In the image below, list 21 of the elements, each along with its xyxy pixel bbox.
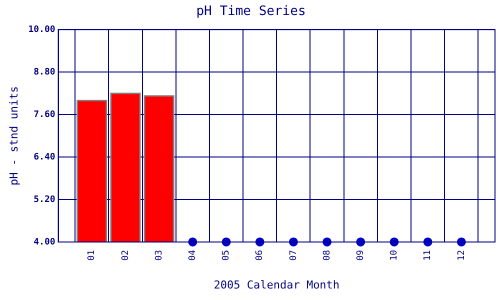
x-tick-label: 12 bbox=[456, 250, 467, 261]
x-tick-label: 08 bbox=[322, 250, 332, 261]
x-axis-title: 2005 Calendar Month bbox=[214, 278, 340, 292]
x-tick-label: 10 bbox=[390, 250, 400, 261]
chart-title: pH Time Series bbox=[196, 4, 306, 20]
y-tick-label: 10.00 bbox=[28, 24, 56, 35]
x-tick-label: 07 bbox=[288, 250, 299, 261]
x-tick-label: 05 bbox=[222, 250, 232, 261]
y-axis-title: pH - stnd units bbox=[7, 86, 20, 186]
y-tick-label: 7.60 bbox=[34, 110, 56, 120]
x-tick-label: 04 bbox=[188, 250, 198, 261]
x-tick-label: 06 bbox=[255, 250, 266, 261]
y-tick-label: 4.00 bbox=[34, 237, 56, 248]
x-tick-label: 03 bbox=[154, 250, 164, 261]
x-tick-label: 09 bbox=[356, 250, 366, 261]
y-tick-label: 8.80 bbox=[34, 67, 56, 78]
x-tick-label: 11 bbox=[423, 250, 434, 261]
x-tick-label: 01 bbox=[87, 250, 98, 261]
y-tick-label: 5.20 bbox=[34, 194, 56, 205]
y-tick-label: 6.40 bbox=[34, 152, 56, 162]
x-tick-label: 02 bbox=[120, 250, 131, 261]
